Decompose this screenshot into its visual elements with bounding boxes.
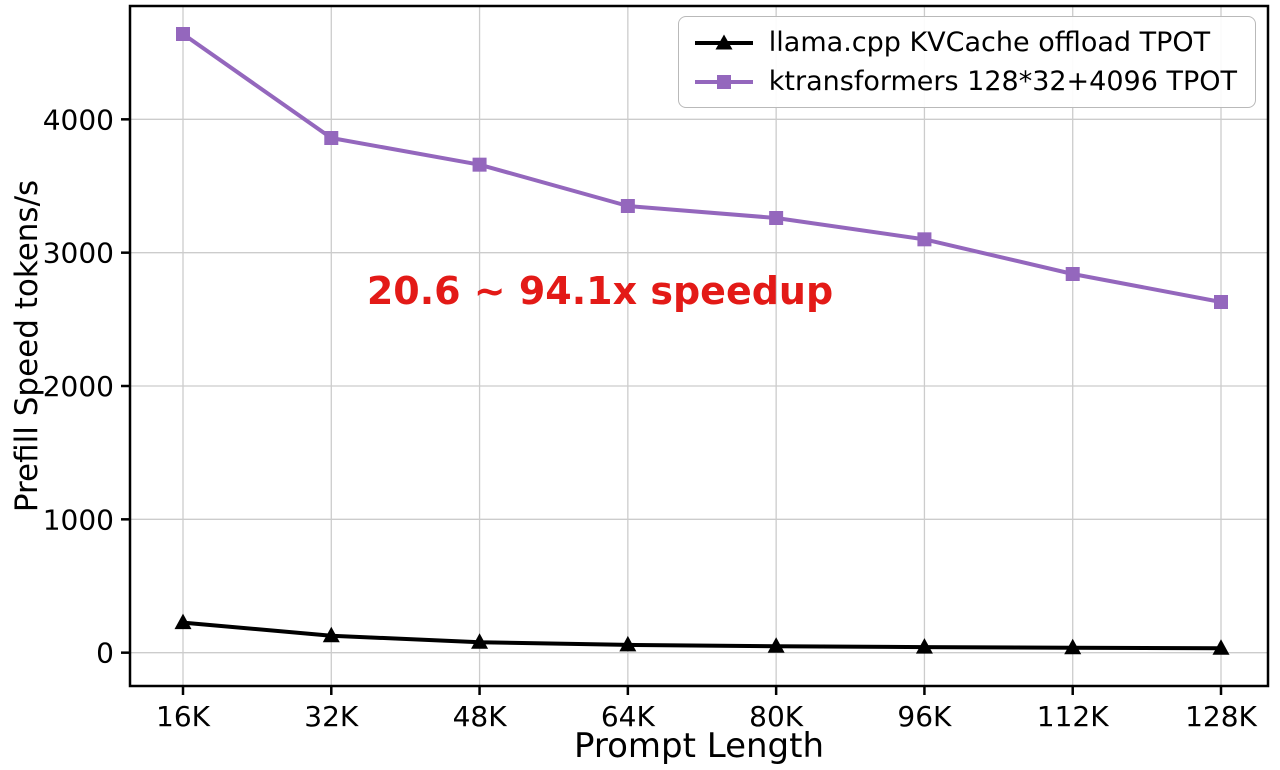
speedup-annotation: 20.6 ~ 94.1x speedup [366,269,834,313]
svg-text:112K: 112K [1037,700,1109,733]
svg-text:80K: 80K [749,700,804,733]
grid-lines [130,6,1268,686]
legend-item-ktransformers: ktransformers 128*32+4096 TPOT [693,66,1237,97]
x-axis-label: Prompt Length [573,726,825,766]
legend-label: ktransformers 128*32+4096 TPOT [768,66,1237,97]
svg-text:2000: 2000 [43,370,114,403]
svg-text:3000: 3000 [43,237,114,270]
svg-text:4000: 4000 [43,103,114,136]
series-1 [176,27,1228,309]
plot-frame [128,4,1270,688]
legend-label: llama.cpp KVCache offload TPOT [768,27,1211,58]
svg-text:16K: 16K [156,700,211,733]
legend-item-llama-cpp: llama.cpp KVCache offload TPOT [693,27,1237,58]
svg-text:32K: 32K [304,700,359,733]
svg-text:64K: 64K [601,700,656,733]
legend: llama.cpp KVCache offload TPOT ktransfor… [677,16,1256,108]
y-axis-ticks: 0 1000 2000 3000 4000 [43,103,130,670]
square-marker-icon [694,74,753,89]
svg-text:48K: 48K [453,700,508,733]
series-0 [174,613,1230,655]
y-axis-label: Prefill Speed tokens/s [9,179,45,513]
x-axis-ticks: 16K 32K 48K 64K 80K 96K 112K 128K [156,686,1258,733]
svg-text:128K: 128K [1185,700,1257,733]
svg-text:96K: 96K [897,700,952,733]
triangle-marker-icon [694,34,753,49]
svg-text:0: 0 [96,637,114,670]
svg-text:1000: 1000 [43,503,114,536]
